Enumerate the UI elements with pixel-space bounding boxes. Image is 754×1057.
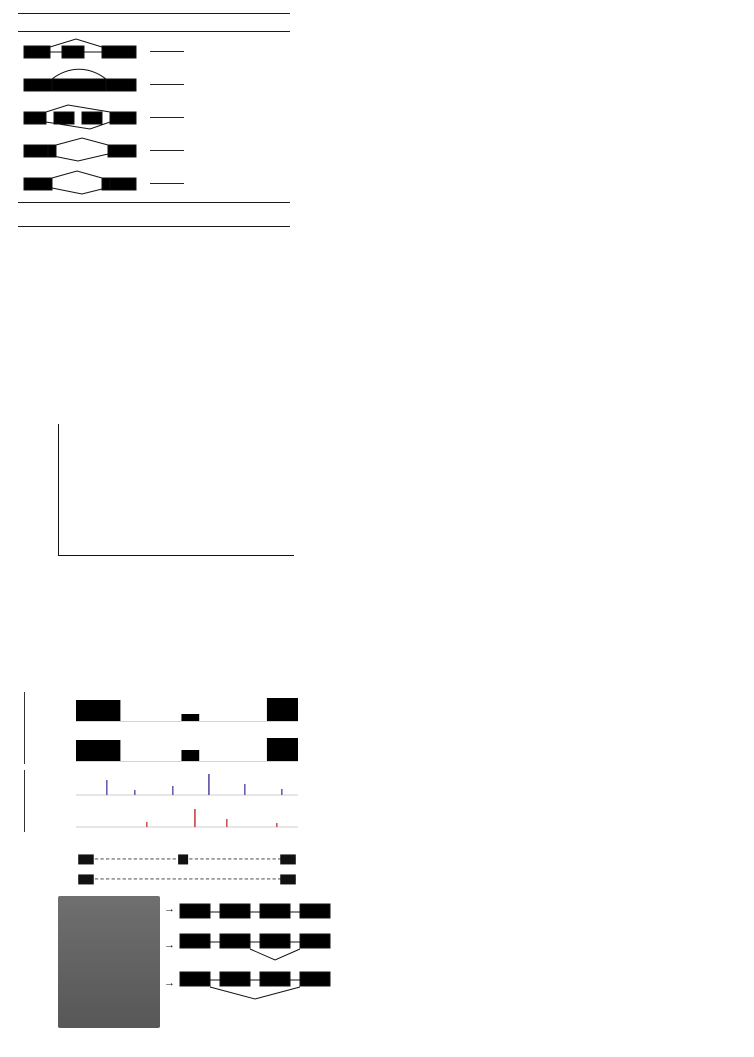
venn-circle-laceseq xyxy=(102,258,230,386)
arrow-icon: → xyxy=(164,903,175,915)
table-rule xyxy=(18,13,290,14)
coverage-plot xyxy=(76,738,298,762)
row-connector xyxy=(150,150,184,151)
sashimi-group xyxy=(300,838,754,1038)
cko-sashimi-track xyxy=(76,688,298,722)
ri-diagram-icon xyxy=(23,68,137,92)
a5ss-diagram-icon xyxy=(23,137,137,162)
rnaseq-bracket xyxy=(24,692,25,764)
arrow-icon: → xyxy=(164,939,175,951)
srsf1-lace-track xyxy=(76,774,298,796)
go-bar-plot xyxy=(58,424,294,556)
laceseq-bracket xyxy=(24,770,25,832)
sashimi-group xyxy=(300,660,754,860)
mxe-diagram-icon xyxy=(23,104,137,130)
row-connector xyxy=(150,183,184,184)
gene-model xyxy=(78,854,296,885)
row-connector xyxy=(150,117,184,118)
stra8-gel-image xyxy=(58,896,160,1028)
table-rule xyxy=(18,202,290,203)
sashimi-group xyxy=(300,48,754,248)
table-rule xyxy=(18,31,290,32)
se-diagram-icon xyxy=(23,38,137,59)
table-rule xyxy=(18,226,290,227)
coverage-plot xyxy=(76,698,298,722)
arrow-icon: → xyxy=(164,977,175,989)
igg-lace-track xyxy=(76,809,298,828)
row-connector xyxy=(150,84,184,85)
row-connector xyxy=(150,51,184,52)
sashimi-group xyxy=(300,248,754,448)
a3ss-diagram-icon xyxy=(23,170,137,195)
wt-sashimi-track xyxy=(76,728,298,762)
sashimi-group xyxy=(300,443,754,643)
